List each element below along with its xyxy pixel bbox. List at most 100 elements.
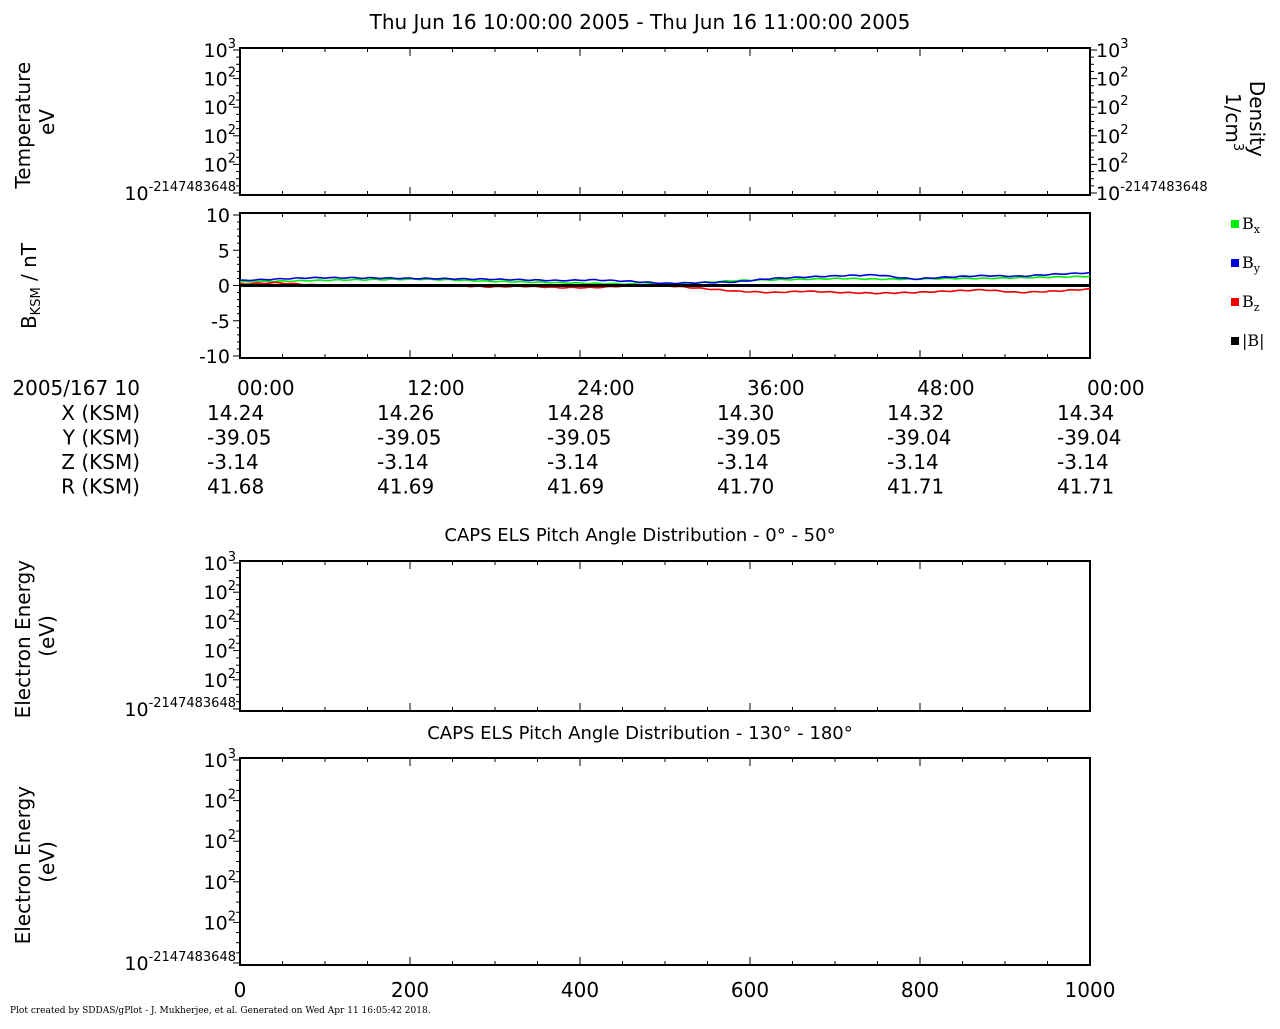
temperature-y-ticks: 103 102 102 102 102 10-2147483648 xyxy=(124,37,240,205)
ephemeris-date-label: 2005/167 10 xyxy=(12,376,140,400)
x-tick-label: 600 xyxy=(731,978,769,1002)
pad-130-180-x-ticks: 0 200 400 600 800 1000 xyxy=(234,758,1116,1002)
ephemeris-value: 14.24 xyxy=(207,401,264,425)
temperature-plot-frame xyxy=(239,47,1091,196)
legend-swatch xyxy=(1231,337,1239,345)
density-y-tick-label: 10-2147483648 xyxy=(1096,180,1208,205)
ephemeris-time: 00:00 xyxy=(237,376,295,400)
x-tick-label: 0 xyxy=(234,978,247,1002)
magnetic-field-y-tick-label: -5 xyxy=(211,311,230,333)
legend-label: |B| xyxy=(1242,331,1265,350)
magnetic-field-y-tick-label: 0 xyxy=(218,276,230,298)
ephemeris-value: -39.05 xyxy=(207,426,271,450)
density-y-tick-label: 102 xyxy=(1096,66,1128,91)
pad-0-50-y-tick-label: 102 xyxy=(204,638,236,663)
ephemeris-time: 36:00 xyxy=(747,376,805,400)
ephemeris-time: 00:00 xyxy=(1087,376,1145,400)
pad-130-180-title: CAPS ELS Pitch Angle Distribution - 130°… xyxy=(427,723,853,744)
ephemeris-value: 14.32 xyxy=(887,401,944,425)
magnetic-field-axis-label: BKSM / nT xyxy=(17,242,44,329)
density-y-ticks: 103 102 102 102 102 10-2147483648 xyxy=(1090,37,1208,205)
legend-label: By xyxy=(1242,253,1261,275)
ephemeris-value: -3.14 xyxy=(377,450,429,474)
figure-title: Thu Jun 16 10:00:00 2005 - Thu Jun 16 11… xyxy=(369,10,911,34)
pad-130-180-panel: CAPS ELS Pitch Angle Distribution - 130°… xyxy=(11,723,1115,1002)
x-tick-label: 200 xyxy=(391,978,429,1002)
x-tick-label: 1000 xyxy=(1065,978,1116,1002)
ephemeris-value: -39.05 xyxy=(717,426,781,450)
pad-130-180-y-tick-label: 102 xyxy=(204,828,236,853)
pad-0-50-y-tick-label: 10-2147483648 xyxy=(124,696,236,721)
magnetic-field-series xyxy=(239,271,1091,295)
ephemeris-value: -39.05 xyxy=(377,426,441,450)
ephemeris-row-label: Z (KSM) xyxy=(61,450,140,474)
ephemeris-row-label: Y (KSM) xyxy=(62,426,140,450)
pad-0-50-y-ticks: 103 102 102 102 102 10-2147483648 xyxy=(124,550,240,721)
magnetic-field-y-tick-label: 10 xyxy=(206,205,230,227)
density-axis-label: Density 1/cm3 xyxy=(1221,81,1269,163)
ephemeris-table: 2005/167 10 00:00 12:00 24:00 36:00 48:00 00:0… xyxy=(12,376,1144,499)
density-axis-title: Density xyxy=(1245,81,1269,157)
pad-130-180-y-tick-label: 102 xyxy=(204,909,236,934)
pad-130-180-plot-frame xyxy=(239,757,1091,966)
pad-130-180-y-ticks: 103 102 102 102 102 10-2147483648 xyxy=(124,747,240,975)
pad-0-50-axis-label: Electron Energy (eV) xyxy=(11,554,59,719)
x-tick-label: 800 xyxy=(901,978,939,1002)
ephemeris-time: 12:00 xyxy=(407,376,465,400)
legend-swatch xyxy=(1231,298,1239,306)
ephemeris-value: -3.14 xyxy=(207,450,259,474)
pad-130-180-y-tick-label: 102 xyxy=(204,869,236,894)
temperature-axis-unit: eV xyxy=(35,109,59,135)
pad-130-180-y-tick-label: 10-2147483648 xyxy=(124,950,236,975)
temperature-axis-label: Temperature eV xyxy=(11,55,59,189)
pad-130-180-y-tick-label: 103 xyxy=(204,747,236,772)
ephemeris-value: 41.70 xyxy=(717,475,774,499)
pad-0-50-y-tick-label: 103 xyxy=(204,550,236,575)
temperature-y-tick-label: 102 xyxy=(204,123,236,148)
legend-label: Bx xyxy=(1242,214,1261,236)
temperature-y-tick-label: 102 xyxy=(204,66,236,91)
density-y-tick-label: 102 xyxy=(1096,123,1128,148)
ephemeris-value: 41.71 xyxy=(887,475,944,499)
temperature-axis-title: Temperature xyxy=(11,62,35,190)
ephemeris-value: 14.30 xyxy=(717,401,774,425)
pad-0-50-x-minor-ticks xyxy=(239,561,1091,711)
pad-0-50-panel: CAPS ELS Pitch Angle Distribution - 0° -… xyxy=(11,525,1091,721)
footer-credit: Plot created by SDDAS/gPlot - J. Mukherj… xyxy=(10,1006,431,1016)
temperature-y-tick-label: 103 xyxy=(204,37,236,62)
density-axis-unit: 1/cm3 xyxy=(1221,93,1245,151)
legend-label: Bz xyxy=(1242,292,1260,314)
series-line-y xyxy=(239,271,1091,285)
ephemeris-value: 14.26 xyxy=(377,401,434,425)
ephemeris-value: 41.68 xyxy=(207,475,264,499)
ephemeris-time: 48:00 xyxy=(917,376,975,400)
pad-0-50-y-tick-label: 102 xyxy=(204,579,236,604)
pad-0-50-y-tick-label: 102 xyxy=(204,667,236,692)
ephemeris-value: 14.28 xyxy=(547,401,604,425)
ephemeris-row-label: R (KSM) xyxy=(61,475,140,499)
ephemeris-value: -3.14 xyxy=(1057,450,1109,474)
pad-130-180-axis-label: Electron Energy (eV) xyxy=(11,780,59,945)
magnetic-field-y-tick-label: 5 xyxy=(218,240,230,262)
pad-130-180-y-tick-label: 102 xyxy=(204,788,236,813)
ephemeris-value: -3.14 xyxy=(547,450,599,474)
ephemeris-value: -39.04 xyxy=(887,426,951,450)
magnetic-field-y-ticks: 10 5 0 -5 -10 xyxy=(199,205,240,368)
pad-0-50-y-tick-label: 102 xyxy=(204,608,236,633)
magnetic-field-legend: Bx By Bz |B| xyxy=(1231,214,1265,350)
ephemeris-value: 41.69 xyxy=(547,475,604,499)
temperature-y-tick-label: 10-2147483648 xyxy=(124,180,236,205)
ephemeris-time: 24:00 xyxy=(577,376,635,400)
ephemeris-value: -39.05 xyxy=(547,426,611,450)
ephemeris-row-label: X (KSM) xyxy=(61,401,140,425)
ephemeris-value: 41.69 xyxy=(377,475,434,499)
ephemeris-value: 41.71 xyxy=(1057,475,1114,499)
magnetic-field-x-ticks xyxy=(239,213,1091,358)
pad-0-50-plot-frame xyxy=(239,560,1091,712)
density-y-tick-label: 102 xyxy=(1096,151,1128,176)
temperature-y-tick-label: 102 xyxy=(204,94,236,119)
ephemeris-value: 14.34 xyxy=(1057,401,1114,425)
legend-swatch xyxy=(1231,259,1239,267)
